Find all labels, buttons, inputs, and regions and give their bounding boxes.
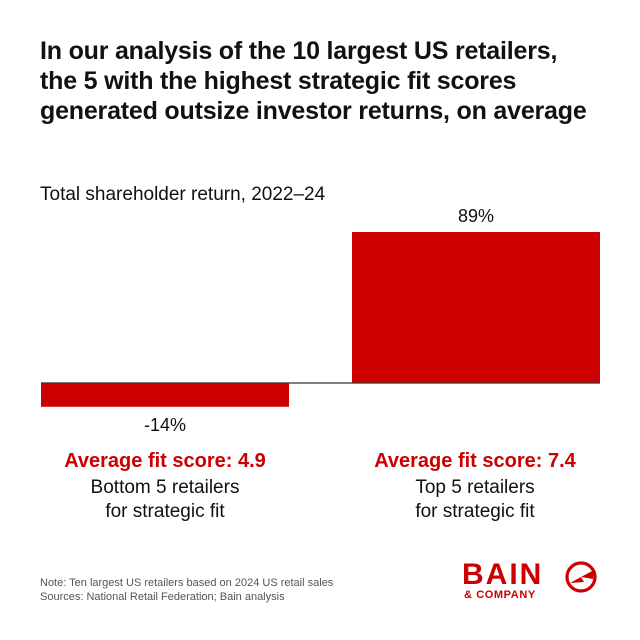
chart-subtitle: Total shareholder return, 2022–24 [40,184,326,205]
bar-bottom-5 [41,383,289,407]
logo-word: BAIN [462,558,544,591]
footer-sources: Sources: National Retail Federation; Bai… [40,591,285,603]
bain-logo: BAIN & COMPANY [462,558,602,608]
bain-target-icon [565,561,597,593]
chart-title: In our analysis of the 10 largest US ret… [40,37,587,125]
group-desc-bottom-line1: Bottom 5 retailers [90,477,240,498]
bar-chart: -14% 89% [41,206,600,435]
logo-sub: & COMPANY [464,589,536,601]
bar-top-5 [352,232,600,383]
group-desc-top-line2: for strategic fit [415,501,535,522]
fit-score-top: Average fit score: 7.4 [374,450,576,472]
group-desc-top-line1: Top 5 retailers [415,477,535,498]
footer-notes: Note: Ten largest US retailers based on … [40,576,333,604]
group-label-bottom: Average fit score: 4.9 Bottom 5 retailer… [35,449,295,524]
group-label-top: Average fit score: 7.4 Top 5 retailers f… [345,449,605,524]
fit-score-bottom: Average fit score: 4.9 [64,450,266,472]
data-label-bottom-5: -14% [144,415,186,435]
data-label-top-5: 89% [458,206,494,226]
footer-note: Note: Ten largest US retailers based on … [40,577,334,589]
group-desc-bottom-line2: for strategic fit [105,501,225,522]
